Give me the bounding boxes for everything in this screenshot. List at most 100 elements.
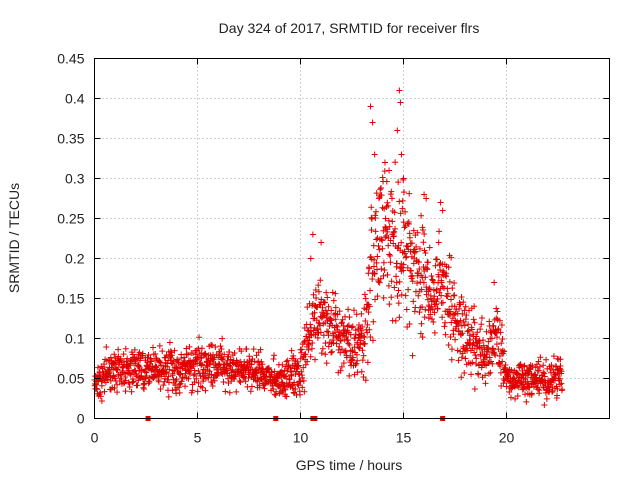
data-point (416, 309, 423, 316)
data-point (262, 374, 269, 381)
data-point (406, 234, 413, 241)
data-point (114, 381, 121, 388)
data-point (547, 365, 554, 372)
data-point (318, 350, 325, 357)
data-point (494, 308, 501, 315)
data-point (443, 273, 450, 280)
data-point (408, 267, 415, 274)
data-point (367, 333, 374, 340)
data-point (319, 313, 326, 320)
data-point (414, 229, 421, 236)
data-point (346, 372, 353, 379)
data-point (372, 228, 379, 235)
data-point-peak (369, 119, 376, 126)
data-point (169, 387, 176, 394)
data-point (385, 202, 392, 209)
data-point (524, 372, 531, 379)
data-point (381, 168, 388, 175)
data-point (431, 329, 438, 336)
data-point (215, 369, 222, 376)
data-point (382, 215, 389, 222)
data-point (409, 278, 416, 285)
data-point (203, 359, 210, 366)
data-point (493, 315, 500, 322)
data-point (252, 370, 259, 377)
data-point (373, 190, 380, 197)
data-point (380, 272, 387, 279)
data-point (376, 279, 383, 286)
data-point (264, 365, 271, 372)
data-point (471, 319, 478, 326)
data-point (165, 393, 172, 400)
data-point (543, 395, 550, 402)
data-point (374, 253, 381, 260)
data-point (197, 354, 204, 361)
data-point (245, 374, 252, 381)
data-point (208, 341, 215, 348)
data-point (117, 355, 124, 362)
data-point (424, 259, 431, 266)
data-point (282, 373, 289, 380)
data-point (115, 346, 122, 353)
data-point (469, 359, 476, 366)
data-point (485, 370, 492, 377)
data-point (440, 285, 447, 292)
data-point (482, 380, 489, 387)
data-point (382, 224, 389, 231)
data-point (279, 361, 286, 368)
data-point (416, 245, 423, 252)
data-point (450, 331, 457, 338)
data-point (460, 299, 467, 306)
data-point (452, 336, 459, 343)
data-point (112, 375, 119, 382)
data-point (502, 361, 509, 368)
data-point (131, 346, 138, 353)
data-point (384, 199, 391, 206)
data-point (451, 311, 458, 318)
data-point (319, 304, 326, 311)
data-point (375, 278, 382, 285)
data-point (397, 210, 404, 217)
data-point (455, 357, 462, 364)
data-point (448, 319, 455, 326)
data-point (360, 374, 367, 381)
data-point (130, 378, 137, 385)
data-point (392, 317, 399, 324)
data-point (152, 363, 159, 370)
data-point (302, 351, 309, 358)
data-point (391, 209, 398, 216)
data-point (236, 377, 243, 384)
data-point (325, 303, 332, 310)
y-tick-label: 0 (77, 411, 85, 427)
data-point (176, 381, 183, 388)
data-point (457, 317, 464, 324)
data-point (358, 330, 365, 337)
data-point (548, 379, 555, 386)
data-point (376, 195, 383, 202)
data-point (315, 282, 322, 289)
data-point (349, 323, 356, 330)
data-point (360, 352, 367, 359)
data-point (410, 298, 417, 305)
data-point (497, 369, 504, 376)
data-point (557, 356, 564, 363)
data-point (354, 357, 361, 364)
data-point-peak (491, 279, 498, 286)
data-point (558, 380, 565, 387)
data-point (136, 363, 143, 370)
data-point (385, 242, 392, 249)
data-point (526, 384, 533, 391)
data-point (462, 355, 469, 362)
data-point (328, 349, 335, 356)
data-point (328, 307, 335, 314)
data-point (134, 354, 141, 361)
data-point (346, 314, 353, 321)
data-point (163, 369, 170, 376)
data-point (441, 323, 448, 330)
data-point (220, 356, 227, 363)
data-point (330, 339, 337, 346)
data-point (111, 351, 118, 358)
data-point (473, 355, 480, 362)
data-point (298, 346, 305, 353)
